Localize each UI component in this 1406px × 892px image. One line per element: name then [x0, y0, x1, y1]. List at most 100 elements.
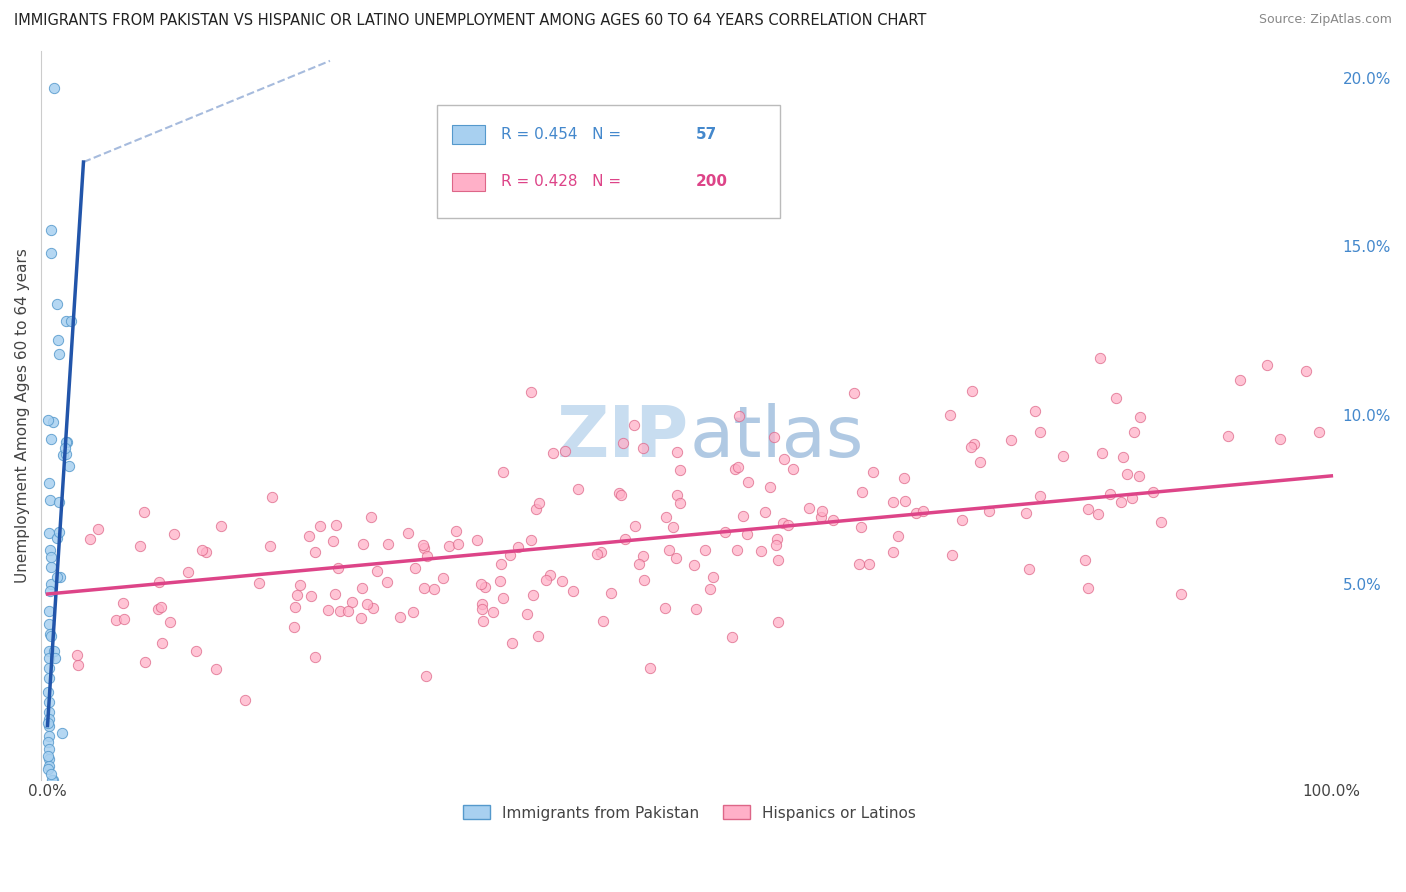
- Point: [526, 629, 548, 643]
- Point: [325, 518, 347, 533]
- Point: [67, 658, 90, 673]
- Point: [129, 539, 152, 553]
- Point: [404, 561, 426, 575]
- Point: [38, 661, 60, 675]
- Point: [969, 455, 991, 469]
- Point: [759, 480, 782, 494]
- Point: [66, 648, 89, 662]
- Point: [38, 604, 60, 618]
- Point: [1308, 425, 1330, 439]
- Point: [1256, 358, 1278, 372]
- Point: [737, 527, 759, 541]
- Point: [38, 672, 60, 686]
- Point: [851, 484, 873, 499]
- Point: [778, 518, 800, 533]
- Point: [52, 448, 75, 462]
- Point: [1116, 467, 1139, 481]
- Point: [1024, 404, 1046, 418]
- Point: [1129, 409, 1152, 424]
- Point: [38, 475, 60, 490]
- Point: [288, 577, 311, 591]
- Point: [44, 651, 66, 665]
- Point: [195, 545, 218, 559]
- Point: [665, 487, 688, 501]
- Point: [39, 492, 62, 507]
- Point: [38, 526, 60, 541]
- Point: [474, 580, 496, 594]
- Point: [1074, 552, 1097, 566]
- Point: [38, 651, 60, 665]
- Point: [1077, 502, 1099, 516]
- Point: [299, 589, 322, 603]
- Point: [905, 507, 928, 521]
- Point: [766, 532, 789, 546]
- Point: [893, 471, 915, 485]
- Point: [950, 513, 973, 527]
- Point: [842, 385, 865, 400]
- FancyBboxPatch shape: [453, 173, 485, 191]
- Point: [209, 519, 232, 533]
- Point: [465, 533, 488, 548]
- Point: [304, 545, 326, 559]
- Point: [41, 246, 63, 260]
- Point: [38, 712, 60, 726]
- Point: [1000, 434, 1022, 448]
- Point: [46, 333, 69, 347]
- Point: [233, 693, 256, 707]
- Point: [640, 661, 662, 675]
- Point: [247, 575, 270, 590]
- Point: [1111, 494, 1133, 508]
- Point: [1295, 364, 1317, 378]
- Point: [1018, 562, 1040, 576]
- Point: [623, 417, 645, 432]
- Point: [1218, 429, 1240, 443]
- Point: [1015, 506, 1038, 520]
- Point: [941, 548, 963, 562]
- Point: [323, 587, 346, 601]
- Point: [654, 600, 676, 615]
- Point: [492, 465, 515, 479]
- Text: Source: ZipAtlas.com: Source: ZipAtlas.com: [1258, 13, 1392, 27]
- Point: [46, 569, 69, 583]
- Point: [444, 524, 467, 538]
- Point: [416, 549, 439, 563]
- Point: [685, 602, 707, 616]
- Point: [979, 503, 1001, 517]
- Point: [782, 462, 804, 476]
- Point: [882, 494, 904, 508]
- Point: [401, 605, 423, 619]
- Point: [862, 465, 884, 479]
- Point: [669, 496, 692, 510]
- Point: [551, 574, 574, 589]
- Point: [724, 461, 747, 475]
- Point: [609, 487, 631, 501]
- Point: [38, 705, 60, 719]
- Point: [534, 574, 557, 588]
- Point: [911, 504, 934, 518]
- Point: [308, 519, 330, 533]
- Point: [415, 669, 437, 683]
- Point: [56, 435, 79, 450]
- Point: [38, 695, 60, 709]
- Point: [567, 482, 589, 496]
- Point: [811, 503, 834, 517]
- Point: [413, 581, 436, 595]
- Point: [46, 531, 69, 545]
- Point: [37, 715, 59, 730]
- Point: [150, 599, 173, 614]
- Point: [38, 752, 60, 766]
- Point: [1091, 446, 1114, 460]
- Point: [627, 557, 650, 571]
- Point: [283, 620, 305, 634]
- Point: [522, 588, 544, 602]
- Point: [823, 513, 845, 527]
- Point: [624, 519, 647, 533]
- Point: [41, 560, 63, 574]
- Point: [727, 459, 749, 474]
- Point: [148, 574, 170, 589]
- Point: [766, 615, 789, 629]
- Point: [352, 537, 374, 551]
- Point: [662, 520, 685, 534]
- Point: [963, 437, 986, 451]
- Point: [41, 222, 63, 236]
